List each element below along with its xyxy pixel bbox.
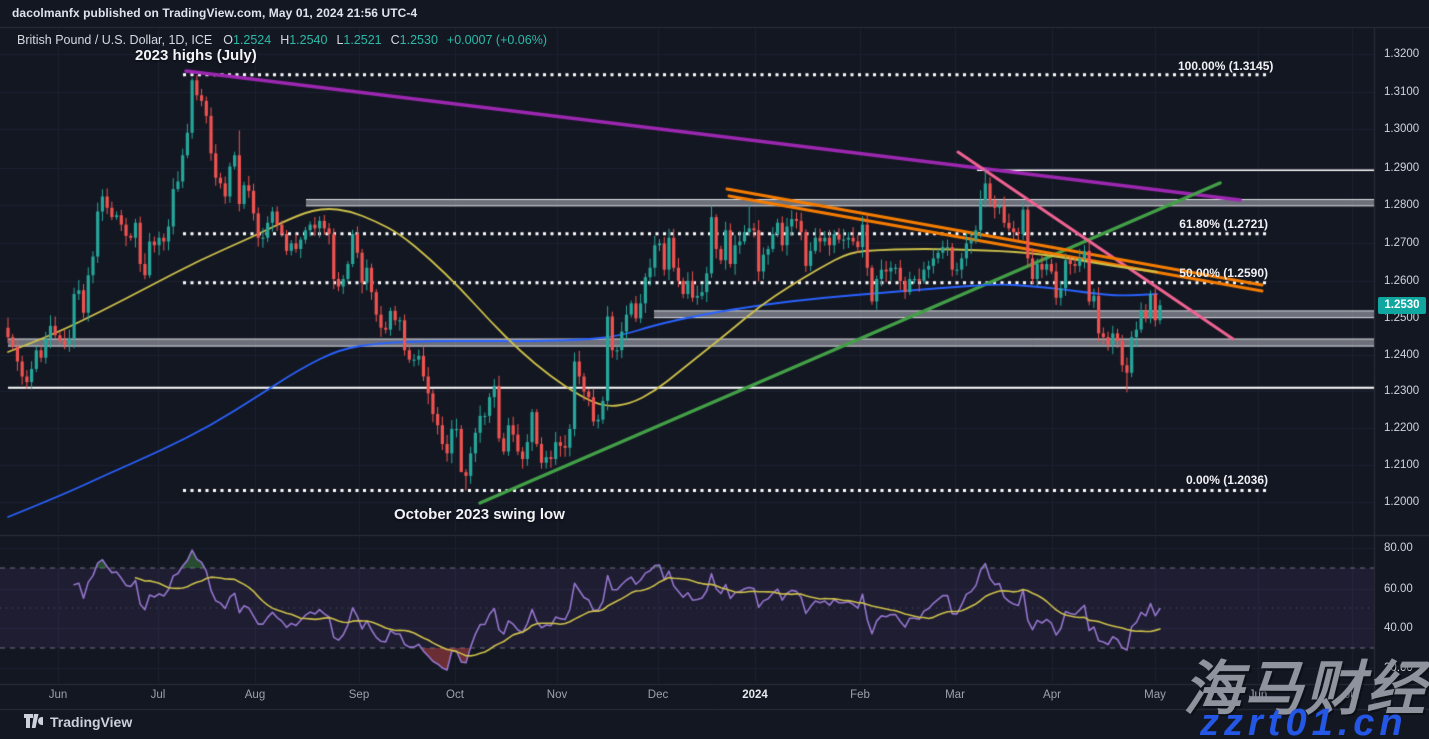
low-readout: L1.2521: [336, 33, 382, 47]
tradingview-logo-text: TradingView: [50, 714, 133, 730]
price-tick-label: 1.3200: [1384, 48, 1420, 60]
last-price-badge: 1.2530: [1378, 297, 1426, 314]
price-tick-label: 1.2000: [1384, 496, 1420, 508]
price-tick-label: 1.2200: [1384, 422, 1420, 434]
price-tick-label: 1.2500: [1384, 312, 1420, 324]
rsi-tick-label: 60.00: [1384, 583, 1413, 595]
open-readout: O1.2524: [223, 33, 272, 47]
price-tick-label: 1.3000: [1384, 123, 1420, 135]
symbol-title[interactable]: British Pound / U.S. Dollar, 1D, ICE: [17, 33, 213, 47]
time-tick-label: 2024: [742, 689, 768, 701]
price-tick-label: 1.2400: [1384, 349, 1420, 361]
annotation-october-swing-low[interactable]: October 2023 swing low: [394, 506, 565, 523]
time-tick-label: Feb: [850, 689, 870, 701]
time-tick-label: Jul: [1344, 689, 1360, 701]
time-tick-label: Dec: [647, 689, 669, 701]
fib-level-label: 100.00% (1.3145): [1178, 59, 1274, 73]
rsi-tick-label: 80.00: [1384, 542, 1413, 554]
time-tick-label: Aug: [244, 689, 266, 701]
time-tick-label: Jun: [1248, 689, 1268, 701]
price-tick-label: 1.2700: [1384, 237, 1420, 249]
rsi-tick-label: 20.00: [1384, 662, 1413, 674]
time-tick-label: Nov: [546, 689, 568, 701]
price-tick-label: 1.2600: [1384, 275, 1420, 287]
price-tick-label: 1.2900: [1384, 162, 1420, 174]
fib-level-label: 0.00% (1.2036): [1185, 473, 1268, 487]
fib-level-label: 50.00% (1.2590): [1179, 266, 1268, 280]
annotation-2023-highs[interactable]: 2023 highs (July): [135, 47, 257, 64]
rsi-tick-label: 40.00: [1384, 622, 1413, 634]
close-readout: C1.2530: [390, 33, 438, 47]
price-tick-label: 1.3100: [1384, 86, 1420, 98]
price-tick-label: 1.2800: [1384, 199, 1420, 211]
price-tick-label: 1.2100: [1384, 459, 1420, 471]
price-tick-label: 1.2300: [1384, 385, 1420, 397]
change-readout: +0.0007 (+0.06%): [446, 33, 547, 47]
tradingview-icon: [24, 714, 43, 730]
time-tick-label: May: [1144, 689, 1166, 701]
high-readout: H1.2540: [280, 33, 328, 47]
time-tick-label: Jul: [150, 689, 166, 701]
tradingview-footer-logo[interactable]: TradingView: [24, 714, 132, 730]
time-tick-label: Jun: [48, 689, 68, 701]
time-tick-label: Oct: [446, 689, 464, 701]
fib-level-label: 61.80% (1.2721): [1179, 217, 1268, 231]
time-tick-label: Mar: [945, 689, 965, 701]
symbol-ohlc-bar[interactable]: British Pound / U.S. Dollar, 1D, ICE O1.…: [17, 33, 547, 47]
time-tick-label: Sep: [348, 689, 370, 701]
time-tick-label: Apr: [1043, 689, 1061, 701]
